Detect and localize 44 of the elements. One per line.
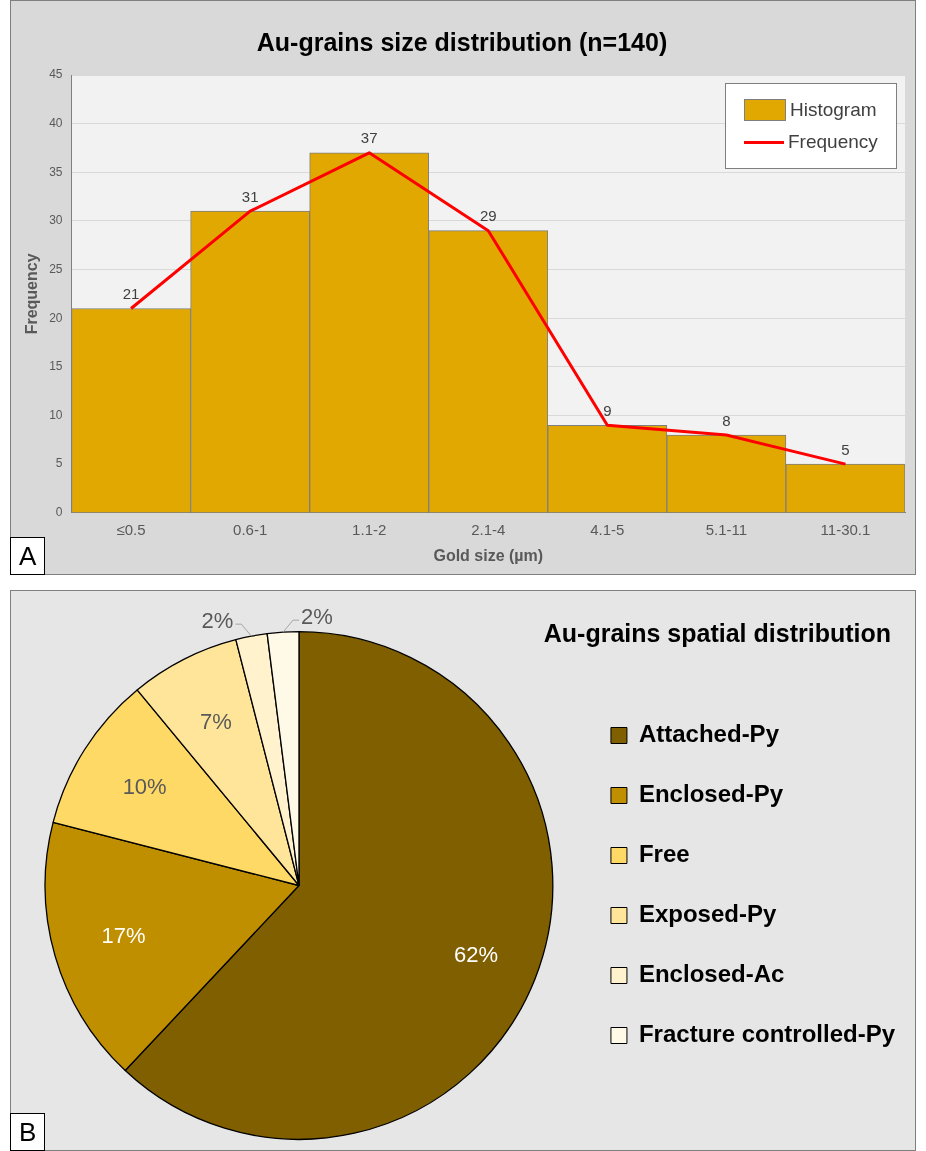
- data-label: 62%: [453, 941, 499, 967]
- y-tick-label: 35: [49, 164, 63, 179]
- legend-label: Frequency: [788, 131, 878, 153]
- y-axis-title: Frequency: [23, 253, 41, 335]
- chart-title: Au-grains spatial distribution: [543, 619, 891, 648]
- x-tick-label: 5.1-11: [705, 520, 748, 538]
- data-label: 21: [122, 285, 140, 303]
- data-label: 31: [241, 187, 259, 205]
- legend-label: Free: [638, 840, 690, 868]
- data-label: 7%: [200, 708, 232, 734]
- y-tick-label: 20: [49, 310, 63, 325]
- legend-label: Attached-Py: [638, 720, 780, 748]
- legend-label: Enclosed-Ac: [638, 960, 785, 988]
- y-tick-label: 5: [55, 456, 63, 471]
- y-tick-label: 30: [49, 213, 63, 228]
- x-tick-label: 4.1-5: [590, 520, 625, 538]
- y-tick-label: 45: [49, 67, 63, 82]
- legend-label: Fracture controlled-Py: [638, 1020, 896, 1048]
- y-tick-label: 25: [49, 261, 63, 276]
- x-tick-label: 0.6-1: [233, 520, 268, 538]
- y-tick-label: 0: [55, 505, 63, 520]
- x-tick-label: ≤0.5: [116, 520, 146, 538]
- y-tick-label: 10: [49, 407, 63, 422]
- x-tick-label: 1.1-2: [352, 520, 387, 538]
- data-label: 29: [479, 207, 497, 225]
- legend-label: Exposed-Py: [638, 900, 777, 928]
- y-tick-label: 40: [49, 115, 63, 130]
- y-tick-label: 15: [49, 359, 63, 374]
- data-label: 8: [722, 411, 731, 429]
- data-label: 37: [360, 129, 378, 147]
- chart-title: Au-grains size distribution (n=140): [256, 27, 668, 56]
- data-label: 5: [841, 440, 850, 458]
- data-label: 2%: [301, 604, 333, 630]
- data-label: 17%: [101, 922, 146, 948]
- x-tick-label: 11-30.1: [820, 520, 871, 538]
- data-label: 10%: [122, 773, 167, 799]
- text: A: [10, 537, 46, 575]
- x-axis-title: Gold size (µm): [433, 546, 544, 564]
- data-label: 2%: [201, 608, 234, 634]
- legend-label: Enclosed-Py: [638, 780, 784, 808]
- x-tick-label: 2.1-4: [471, 520, 506, 538]
- text: B: [10, 1113, 46, 1151]
- data-label: 9: [603, 401, 612, 419]
- legend-label: Histogram: [790, 99, 877, 121]
